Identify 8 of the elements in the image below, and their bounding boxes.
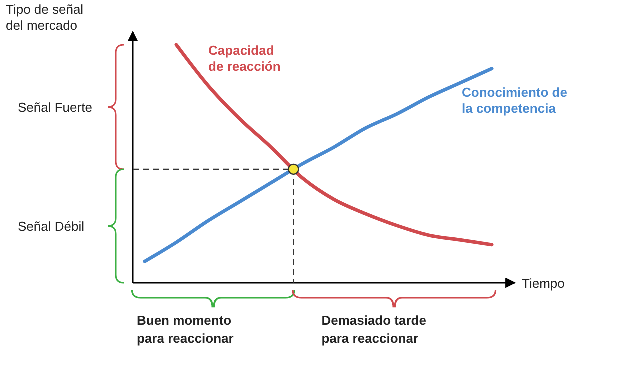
series-label: Conocimiento de la competencia bbox=[462, 84, 568, 116]
text: Buen momento para reaccionar bbox=[137, 313, 234, 346]
text: Señal Débil bbox=[18, 219, 85, 234]
text: Demasiado tarde para reaccionar bbox=[322, 313, 426, 346]
series-label: Capacidad de reacción bbox=[208, 43, 281, 74]
text: Señal Fuerte bbox=[18, 100, 92, 116]
x-axis-title: Tiempo bbox=[522, 276, 565, 291]
y-axis-title: Tipo de señal del mercado bbox=[6, 2, 84, 33]
